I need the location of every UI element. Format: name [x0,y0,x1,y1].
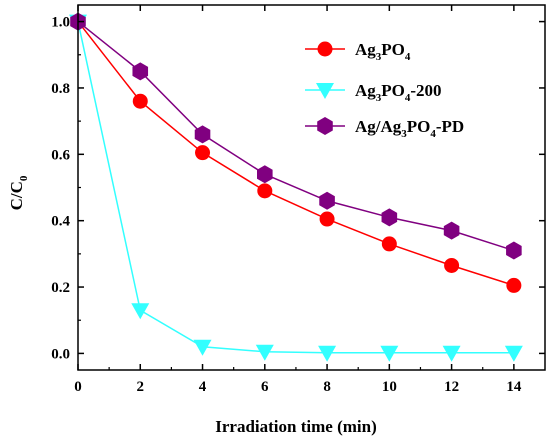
legend-label-1: Ag3PO4-200 [355,81,442,104]
legend-label-part: 4 [405,51,411,63]
legend-label-part: -PD [436,117,464,136]
legend-item-2: Ag/Ag3PO4-PD [305,117,464,140]
data-point-2-5 [381,208,398,227]
data-point-0-2 [195,145,211,161]
legend-label-part: 3 [376,92,382,104]
legend-marker-1 [316,83,334,99]
series-line-2 [77,21,515,252]
data-point-1-4 [318,345,337,362]
x-tick-label-7: 14 [506,379,522,395]
data-point-0-5 [381,236,397,252]
legend-label-part: PO [407,117,431,136]
data-point-1-5 [380,345,399,362]
legend-label-part: PO [381,81,405,100]
legend-label-part: 3 [401,128,407,140]
plot-area [69,12,523,362]
data-point-0-3 [257,183,273,199]
data-point-1-2 [193,339,212,356]
series-1 [69,14,523,362]
y-tick-label-4: 0.8 [51,81,70,97]
y-tick-label-1: 0.2 [51,280,70,296]
series-line-0 [77,21,515,287]
y-tick-label-2: 0.4 [51,214,70,230]
x-tick-label-1: 2 [137,379,145,395]
legend-label-0: Ag3PO4 [355,40,411,63]
legend-label-part: -200 [410,81,441,100]
data-point-2-2 [194,125,211,144]
series-line-1 [77,21,514,354]
y-tick-label-0: 0.0 [51,346,70,362]
y-axis-title-main: C/C [7,181,26,210]
x-axis-title: Irradiation time (min) [215,417,376,436]
legend-label-part: Ag/Ag [355,117,402,136]
legend-label-2: Ag/Ag3PO4-PD [355,117,464,140]
data-point-2-6 [443,221,460,240]
legend-label-part: 3 [376,51,382,63]
axes: 0 2 4 6 8 10 12 14 0.0 0.2 0.4 0.6 0.8 1.0 [51,4,546,395]
legend-label-part: Ag [355,81,376,100]
data-point-1-1 [131,303,150,320]
data-point-0-6 [444,257,460,273]
series-2 [70,12,522,260]
legend-label-part: 4 [405,92,411,104]
data-point-1-6 [442,345,461,362]
legend-label-part: 4 [430,128,436,140]
x-tick-label-2: 4 [199,379,207,395]
data-point-2-4 [319,191,335,210]
y-tick-label-3: 0.6 [51,147,70,163]
data-point-0-7 [506,277,522,293]
data-point-0-4 [319,211,335,227]
x-tick-label-6: 12 [444,379,459,395]
legend-label-part: Ag [355,40,376,59]
legend-item-0: Ag3PO4 [305,40,411,63]
data-point-0-1 [132,93,148,109]
y-tick-label-5: 1.0 [51,15,70,31]
x-tick-label-3: 6 [261,379,269,395]
x-tick-label-0: 0 [74,379,82,395]
data-point-2-3 [257,165,273,184]
legend-marker-0 [317,41,333,57]
y-axis-title-sub: 0 [18,175,30,181]
series-0 [70,14,522,293]
data-point-1-3 [255,344,274,361]
data-point-2-1 [132,62,149,81]
x-tick-label-4: 8 [323,379,331,395]
x-tick-label-5: 10 [382,379,397,395]
data-point-2-7 [506,241,522,260]
y-axis-title: C/C0 [7,175,30,210]
legend-item-1: Ag3PO4-200 [305,81,442,104]
legend-marker-2 [317,117,333,135]
legend-label-part: PO [381,40,405,59]
data-point-1-7 [504,345,523,362]
